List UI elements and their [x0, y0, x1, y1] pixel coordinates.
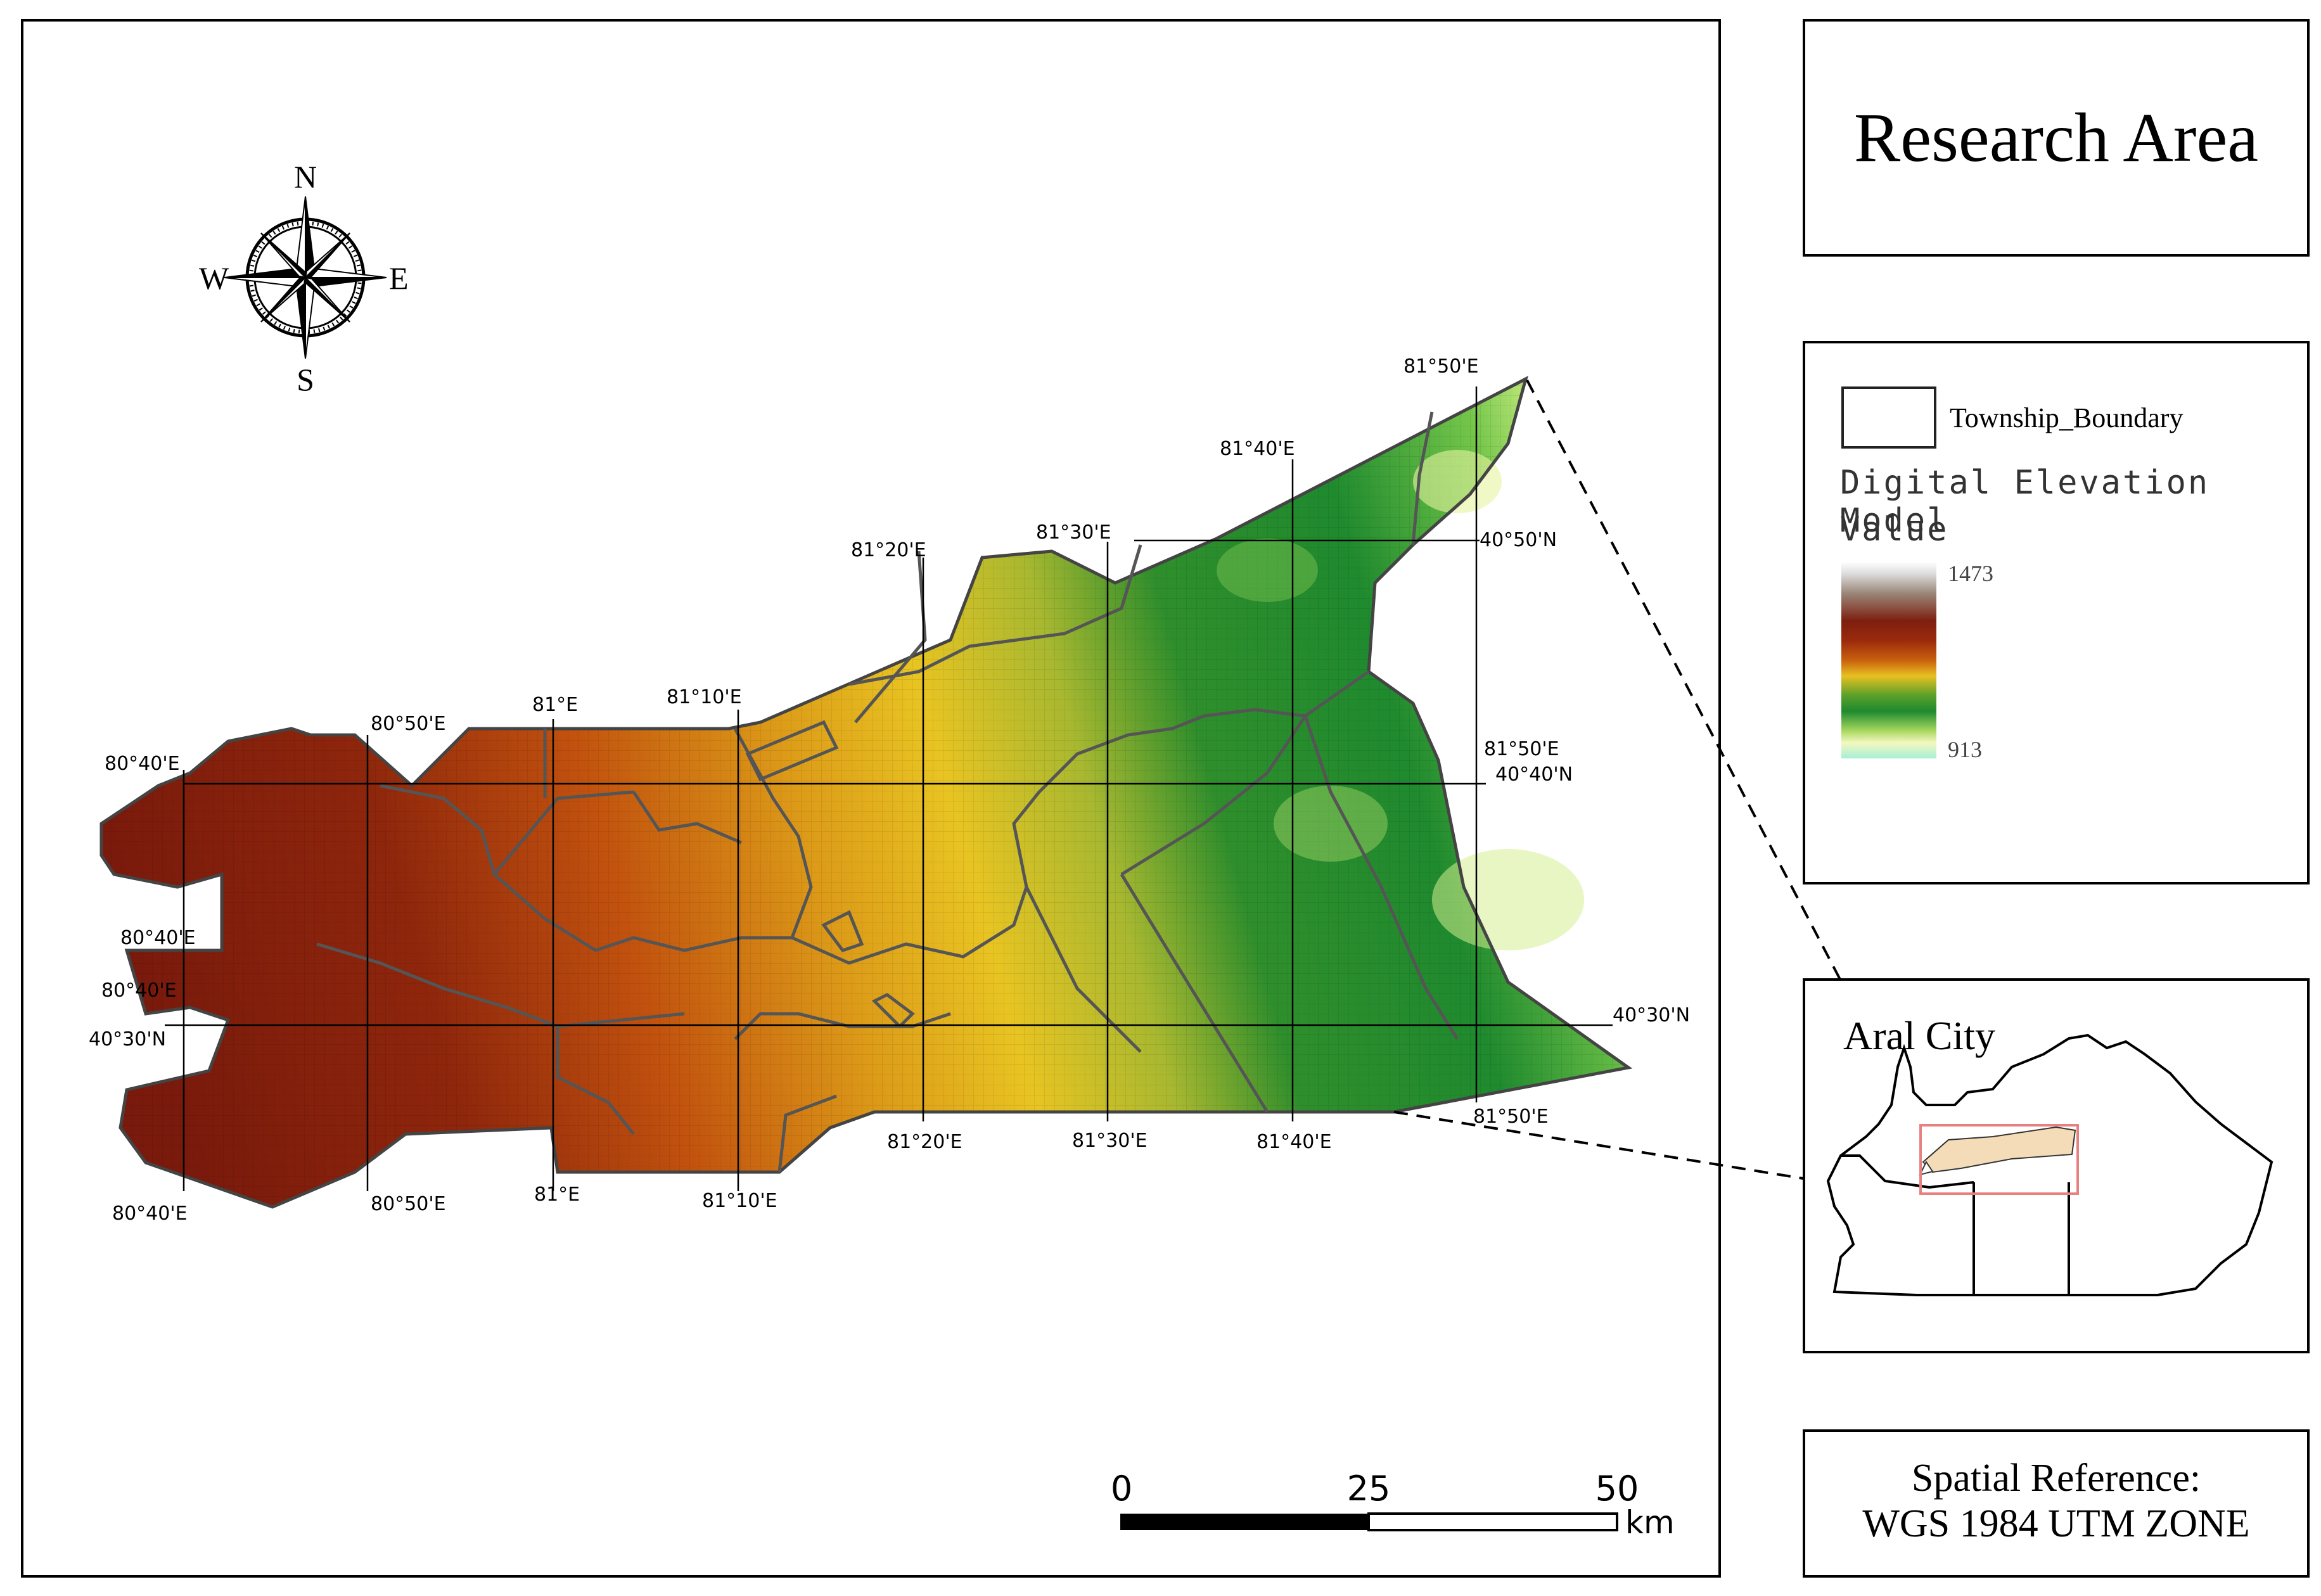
left-label: 80°40'E	[120, 927, 196, 949]
top-lon-label: 81°E	[532, 694, 578, 716]
inset-map	[1826, 1033, 2273, 1296]
aral-city-outline	[1826, 1033, 2273, 1296]
inset-extent-box	[1919, 1124, 2079, 1195]
graticule-labels: 80°50'E 81°E 81°10'E 81°20'E 81°30'E 81°…	[89, 355, 1690, 1225]
left-label: 80°40'E	[101, 980, 177, 1002]
top-lon-label: 81°40'E	[1220, 438, 1295, 460]
scale-bar: 0 25 50 km	[1111, 1469, 1675, 1541]
bottom-lon-label: 81°E	[534, 1184, 580, 1206]
right-lat-label: 40°50'N	[1480, 529, 1557, 551]
top-lon-label: 81°30'E	[1036, 521, 1111, 544]
top-lon-label: 81°10'E	[667, 686, 742, 708]
bottom-lon-label: 80°40'E	[112, 1203, 188, 1225]
legend-box: Township_Boundary Digital Elevation Mode…	[1803, 341, 2310, 884]
bottom-lon-label: 80°50'E	[371, 1193, 446, 1215]
research-area-highlight	[1922, 1126, 2076, 1173]
dem-value-label: Value	[1840, 511, 1949, 549]
spatial-reference-line1: Spatial Reference:	[1911, 1457, 2201, 1500]
spatial-reference-box: Spatial Reference: WGS 1984 UTM ZONE	[1803, 1429, 2310, 1578]
dem-raster	[101, 379, 1628, 1207]
township-boundary-label: Township_Boundary	[1950, 402, 2184, 433]
top-lon-label: 81°50'E	[1403, 355, 1479, 378]
spatial-reference-line2: WGS 1984 UTM ZONE	[1862, 1502, 2250, 1545]
left-label: 80°40'E	[105, 753, 180, 775]
township-boundaries	[99, 376, 1633, 1209]
map-title: Research Area	[1853, 99, 2259, 176]
inset-lake	[1919, 1161, 1934, 1176]
left-label: 40°30'N	[89, 1028, 166, 1050]
dem-max-value: 1473	[1948, 561, 1993, 586]
right-lon-label: 81°50'E	[1484, 738, 1559, 760]
scale-label: 50	[1595, 1469, 1639, 1509]
elevation-color-ramp	[1841, 562, 1936, 758]
top-lon-label: 80°50'E	[371, 713, 446, 735]
compass-rose-icon: N S E W	[199, 159, 409, 397]
compass-s: S	[297, 362, 314, 397]
title-box: Research Area	[1803, 19, 2310, 257]
right-lat-label: 40°30'N	[1613, 1004, 1690, 1026]
scale-label: 0	[1111, 1469, 1132, 1509]
bottom-lon-label: 81°20'E	[887, 1131, 962, 1153]
right-lat-label: 40°40'N	[1495, 763, 1573, 786]
compass-w: W	[199, 260, 229, 296]
bottom-lon-label: 81°30'E	[1072, 1130, 1148, 1152]
scale-label: 25	[1347, 1469, 1391, 1509]
dem-layer-label: Digital Elevation Model	[1840, 464, 2210, 540]
township-boundary-swatch	[1841, 386, 1936, 449]
graticule	[165, 386, 1613, 1191]
bottom-lon-label: 81°10'E	[702, 1190, 777, 1212]
top-lon-label: 81°20'E	[851, 539, 926, 561]
compass-e: E	[389, 260, 409, 296]
inset-locator-box: Aral City	[1803, 978, 2310, 1353]
dem-min-value: 913	[1948, 737, 1982, 762]
inset-title: Aral City	[1843, 1013, 1995, 1058]
bottom-lon-label: 81°50'E	[1473, 1106, 1549, 1128]
scale-unit: km	[1625, 1504, 1675, 1541]
bottom-lon-label: 81°40'E	[1256, 1131, 1332, 1153]
compass-n: N	[294, 159, 317, 195]
